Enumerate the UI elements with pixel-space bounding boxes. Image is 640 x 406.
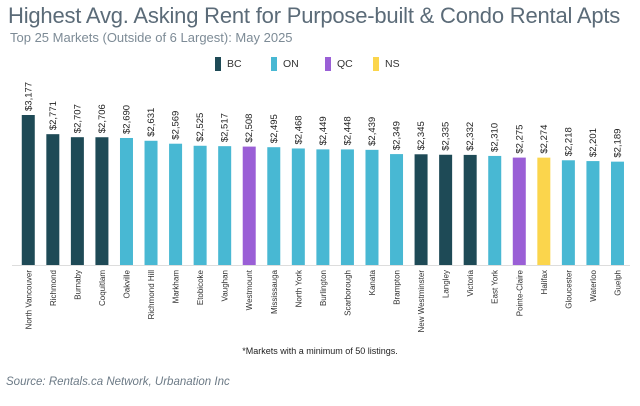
x-tick-label: Oakville bbox=[122, 269, 131, 298]
bar-value-label: $2,332 bbox=[465, 122, 476, 151]
x-tick-label: Burlington bbox=[319, 270, 328, 306]
footnote: *Markets with a minimum of 50 listings. bbox=[242, 346, 398, 356]
bar-value-label: $2,569 bbox=[171, 111, 182, 140]
bar bbox=[291, 148, 305, 265]
x-tick-label: New Westminster bbox=[417, 270, 426, 333]
x-tick-label: Mississauga bbox=[270, 269, 279, 314]
x-tick-label: North York bbox=[294, 269, 303, 307]
bar-value-label: $2,335 bbox=[441, 122, 452, 151]
bar-value-label: $2,349 bbox=[392, 121, 403, 150]
bar bbox=[267, 147, 281, 265]
bar bbox=[70, 137, 84, 265]
bar bbox=[46, 134, 60, 265]
bar-value-label: $2,275 bbox=[514, 125, 525, 154]
chart-title: Highest Avg. Asking Rent for Purpose-bui… bbox=[8, 3, 621, 28]
x-tick-label: Scarborough bbox=[343, 270, 352, 316]
legend-swatch-on bbox=[271, 57, 277, 71]
bar bbox=[488, 155, 502, 265]
bar bbox=[365, 149, 379, 265]
legend-swatch-ns bbox=[373, 57, 379, 71]
bar-value-label: $2,189 bbox=[612, 129, 623, 158]
legend-swatch-qc bbox=[325, 57, 331, 71]
x-tick-label: North Vancouver bbox=[24, 270, 33, 330]
bar-value-label: $2,525 bbox=[195, 113, 206, 142]
bar-value-label: $2,439 bbox=[367, 117, 378, 146]
x-tick-label: Kanata bbox=[368, 269, 377, 295]
bar-value-label: $2,310 bbox=[490, 123, 501, 152]
bar bbox=[512, 157, 526, 265]
bar-value-label: $2,690 bbox=[121, 105, 132, 134]
x-tick-label: Westmount bbox=[245, 269, 254, 310]
bar bbox=[414, 154, 428, 265]
bar-value-label: $2,201 bbox=[588, 128, 599, 157]
x-tick-label: Richmond Hill bbox=[147, 270, 156, 320]
bar-value-label: $2,495 bbox=[269, 114, 280, 143]
bar bbox=[95, 137, 109, 265]
legend-swatch-bc bbox=[215, 57, 221, 71]
bar bbox=[463, 154, 477, 265]
bar-value-label: $2,449 bbox=[318, 116, 329, 145]
bar-value-label: $2,517 bbox=[220, 113, 231, 142]
x-tick-label: East York bbox=[491, 269, 500, 304]
x-tick-label: Brampton bbox=[393, 270, 402, 305]
x-tick-label: Halifax bbox=[540, 270, 549, 294]
x-tick-label: Vaughan bbox=[221, 270, 230, 301]
legend-label-on: ON bbox=[283, 58, 299, 70]
bar bbox=[561, 160, 575, 265]
bar bbox=[193, 145, 207, 265]
bar-value-label: $2,508 bbox=[244, 114, 255, 143]
source-note: Source: Rentals.ca Network, Urbanation I… bbox=[6, 376, 230, 388]
legend-label-ns: NS bbox=[385, 58, 400, 70]
x-tick-label: Richmond bbox=[49, 270, 58, 306]
x-tick-label: Langley bbox=[442, 270, 451, 298]
bar bbox=[144, 140, 158, 265]
bar bbox=[21, 115, 35, 265]
x-tick-label: Waterloo bbox=[589, 269, 598, 301]
bar bbox=[169, 143, 183, 265]
legend-label-bc: BC bbox=[227, 58, 242, 70]
x-tick-label: Victoria bbox=[466, 269, 475, 296]
bar-value-label: $2,706 bbox=[97, 104, 108, 133]
bar-value-label: $2,707 bbox=[72, 104, 83, 133]
bar bbox=[586, 161, 600, 265]
chart-subtitle: Top 25 Markets (Outside of 6 Largest): M… bbox=[10, 30, 293, 45]
bar bbox=[439, 154, 453, 265]
bar-value-label: $2,274 bbox=[539, 125, 550, 154]
legend-label-qc: QC bbox=[337, 58, 353, 70]
x-tick-label: Etobicoke bbox=[196, 269, 205, 305]
x-tick-label: Pointe-Claire bbox=[515, 269, 524, 316]
bar bbox=[390, 154, 404, 265]
bar-value-label: $2,218 bbox=[563, 127, 574, 156]
x-tick-label: Guelph bbox=[613, 270, 622, 296]
bar bbox=[242, 146, 256, 265]
bar-value-label: $2,771 bbox=[48, 101, 59, 130]
bar bbox=[119, 137, 133, 265]
bar bbox=[316, 149, 330, 265]
bar-value-label: $2,448 bbox=[342, 116, 353, 145]
x-tick-label: Coquitlam bbox=[98, 270, 107, 306]
bar bbox=[218, 146, 232, 265]
bar-value-label: $3,177 bbox=[23, 82, 34, 111]
bar-value-label: $2,631 bbox=[146, 108, 157, 137]
x-tick-label: Markham bbox=[172, 270, 181, 304]
x-tick-label: Burnaby bbox=[73, 270, 82, 300]
bar bbox=[610, 161, 624, 265]
bar bbox=[340, 149, 354, 265]
bar bbox=[537, 157, 551, 265]
bar-value-label: $2,345 bbox=[416, 121, 427, 150]
bar-value-label: $2,468 bbox=[293, 115, 304, 144]
x-tick-label: Gloucester bbox=[564, 270, 573, 309]
